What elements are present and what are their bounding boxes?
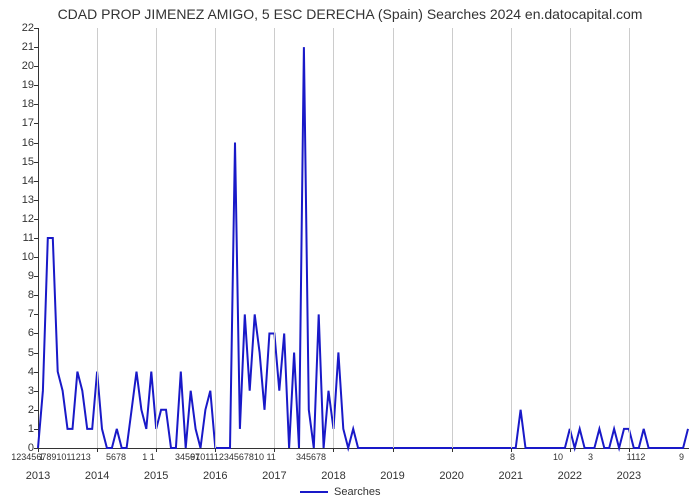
y-tick-mark <box>34 391 38 392</box>
x-year-label: 2015 <box>144 470 168 482</box>
x-year-label: 2013 <box>26 470 50 482</box>
x-sub-label: 1 1 <box>142 452 155 462</box>
x-year-label: 2021 <box>498 470 522 482</box>
y-tick-mark <box>34 47 38 48</box>
y-tick-mark <box>34 66 38 67</box>
legend: Searches <box>300 486 380 498</box>
line-chart-container: CDAD PROP JIMENEZ AMIGO, 5 ESC DERECHA (… <box>0 0 700 500</box>
chart-title: CDAD PROP JIMENEZ AMIGO, 5 ESC DERECHA (… <box>0 6 700 22</box>
y-tick-label: 20 <box>4 60 34 72</box>
x-year-tick <box>97 448 98 452</box>
vertical-gridline <box>629 28 630 448</box>
vertical-gridline <box>97 28 98 448</box>
y-tick-label: 1 <box>4 423 34 435</box>
x-year-tick <box>333 448 334 452</box>
y-tick-label: 5 <box>4 347 34 359</box>
x-sub-label: 345678 <box>296 452 326 462</box>
y-tick-label: 8 <box>4 289 34 301</box>
line-path-svg <box>38 28 688 448</box>
x-sub-label: 10 <box>553 452 563 462</box>
x-sub-label: 910111234567810 11 <box>190 452 276 462</box>
y-tick-label: 12 <box>4 213 34 225</box>
y-tick-label: 13 <box>4 194 34 206</box>
x-year-label: 2014 <box>85 470 109 482</box>
legend-swatch <box>300 491 328 493</box>
y-tick-mark <box>34 181 38 182</box>
x-sub-label: 9 <box>679 452 684 462</box>
y-tick-label: 21 <box>4 41 34 53</box>
y-tick-mark <box>34 314 38 315</box>
y-tick-label: 14 <box>4 175 34 187</box>
y-tick-mark <box>34 238 38 239</box>
y-tick-label: 4 <box>4 366 34 378</box>
x-year-tick <box>452 448 453 452</box>
x-sub-label: 3 <box>588 452 593 462</box>
y-tick-label: 22 <box>4 22 34 34</box>
y-tick-label: 3 <box>4 385 34 397</box>
x-year-label: 2023 <box>617 470 641 482</box>
x-year-label: 2019 <box>380 470 404 482</box>
y-tick-mark <box>34 333 38 334</box>
x-year-label: 2020 <box>439 470 463 482</box>
y-tick-mark <box>34 257 38 258</box>
y-tick-label: 6 <box>4 327 34 339</box>
y-tick-mark <box>34 85 38 86</box>
x-year-tick <box>156 448 157 452</box>
y-tick-label: 7 <box>4 308 34 320</box>
legend-label: Searches <box>334 486 380 498</box>
y-tick-mark <box>34 429 38 430</box>
vertical-gridline <box>156 28 157 448</box>
vertical-gridline <box>452 28 453 448</box>
vertical-gridline <box>393 28 394 448</box>
y-tick-label: 19 <box>4 79 34 91</box>
x-sub-label: 1234567891011213 <box>11 452 90 462</box>
x-year-tick <box>570 448 571 452</box>
y-tick-label: 16 <box>4 137 34 149</box>
x-sub-label: 5678 <box>106 452 126 462</box>
y-tick-mark <box>34 200 38 201</box>
y-tick-mark <box>34 143 38 144</box>
y-tick-label: 9 <box>4 270 34 282</box>
y-tick-mark <box>34 353 38 354</box>
x-year-label: 2018 <box>321 470 345 482</box>
x-year-label: 2022 <box>558 470 582 482</box>
y-tick-label: 15 <box>4 156 34 168</box>
x-sub-label: 8 <box>510 452 515 462</box>
y-tick-mark <box>34 162 38 163</box>
y-tick-mark <box>34 28 38 29</box>
y-tick-mark <box>34 372 38 373</box>
x-sub-label: 1112 <box>627 452 646 462</box>
x-year-tick <box>393 448 394 452</box>
y-tick-mark <box>34 104 38 105</box>
y-tick-mark <box>34 410 38 411</box>
vertical-gridline <box>333 28 334 448</box>
x-year-label: 2016 <box>203 470 227 482</box>
y-tick-label: 2 <box>4 404 34 416</box>
y-tick-mark <box>34 276 38 277</box>
y-tick-mark <box>34 123 38 124</box>
y-tick-label: 17 <box>4 117 34 129</box>
vertical-gridline <box>215 28 216 448</box>
y-tick-label: 18 <box>4 98 34 110</box>
vertical-gridline <box>570 28 571 448</box>
y-tick-label: 11 <box>4 232 34 244</box>
y-tick-mark <box>34 219 38 220</box>
y-tick-mark <box>34 295 38 296</box>
vertical-gridline <box>274 28 275 448</box>
vertical-gridline <box>511 28 512 448</box>
x-year-label: 2017 <box>262 470 286 482</box>
y-tick-label: 10 <box>4 251 34 263</box>
